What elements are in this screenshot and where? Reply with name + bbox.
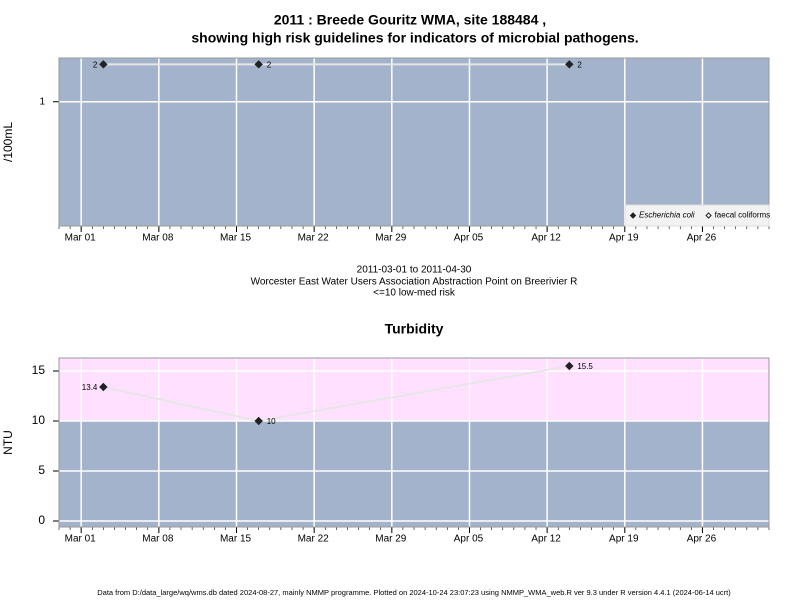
chart-subtitle: showing high risk guidelines for indicat… — [191, 30, 638, 46]
x-tick-label: Apr 12 — [531, 534, 561, 545]
data-point — [99, 60, 108, 69]
data-point — [99, 382, 108, 392]
data-point — [254, 416, 263, 426]
plot-background — [59, 58, 769, 226]
y-axis-label: /100mL — [1, 122, 15, 162]
data-point — [565, 60, 574, 69]
y-tick-label: 5 — [38, 463, 45, 477]
x-tick-label: Mar 22 — [298, 233, 330, 244]
annotation: Worcester East Water Users Association A… — [251, 277, 578, 288]
y-tick-label: 10 — [32, 413, 46, 427]
y-tick-label: 0 — [38, 513, 45, 527]
risk-band — [59, 358, 769, 421]
plot-frame — [58, 357, 770, 528]
y-tick-label: 15 — [32, 363, 46, 377]
data-label: 2 — [267, 60, 272, 69]
x-tick-label: Apr 26 — [687, 233, 717, 244]
legend-marker — [705, 212, 712, 219]
data-point — [254, 60, 263, 69]
chart-title: 2011 : Breede Gouritz WMA, site 188484 , — [274, 12, 546, 28]
x-tick-label: Apr 05 — [454, 534, 484, 545]
data-label: 2 — [93, 60, 98, 69]
x-tick-label: Mar 29 — [375, 233, 407, 244]
x-tick-label: Mar 15 — [220, 233, 252, 244]
data-label: 2 — [577, 60, 582, 69]
plot-frame — [58, 57, 770, 227]
data-label: 10 — [267, 417, 276, 426]
data-label: 15.5 — [577, 362, 593, 371]
x-tick-label: Mar 01 — [65, 233, 97, 244]
x-tick-label: Mar 22 — [298, 534, 330, 545]
x-tick-label: Apr 26 — [687, 534, 717, 545]
legend-label: Escherichia coli — [639, 211, 695, 220]
x-tick-label: Apr 12 — [531, 233, 561, 244]
x-tick-label: Apr 05 — [454, 233, 484, 244]
x-tick-label: Mar 08 — [142, 534, 174, 545]
annotation: <=10 low-med risk — [373, 288, 456, 299]
x-tick-label: Mar 15 — [220, 534, 252, 545]
legend-label: faecal coliforms — [715, 211, 771, 220]
y-tick-label: 1 — [39, 96, 45, 107]
chart-title: Turbidity — [385, 321, 444, 337]
x-tick-label: Mar 29 — [375, 534, 407, 545]
y-axis-label: NTU — [1, 430, 15, 455]
data-label: 13.4 — [82, 383, 98, 392]
legend-marker — [629, 212, 637, 219]
x-tick-label: Mar 01 — [65, 534, 97, 545]
legend-box — [624, 204, 770, 227]
x-tick-label: Apr 19 — [609, 233, 639, 244]
x-tick-label: Apr 19 — [609, 534, 639, 545]
annotation: 2011-03-01 to 2011-04-30 — [357, 265, 472, 276]
data-point — [565, 361, 574, 371]
footer: Data from D:/data_large/wq/wms.db dated … — [97, 588, 731, 597]
x-tick-label: Mar 08 — [142, 233, 174, 244]
